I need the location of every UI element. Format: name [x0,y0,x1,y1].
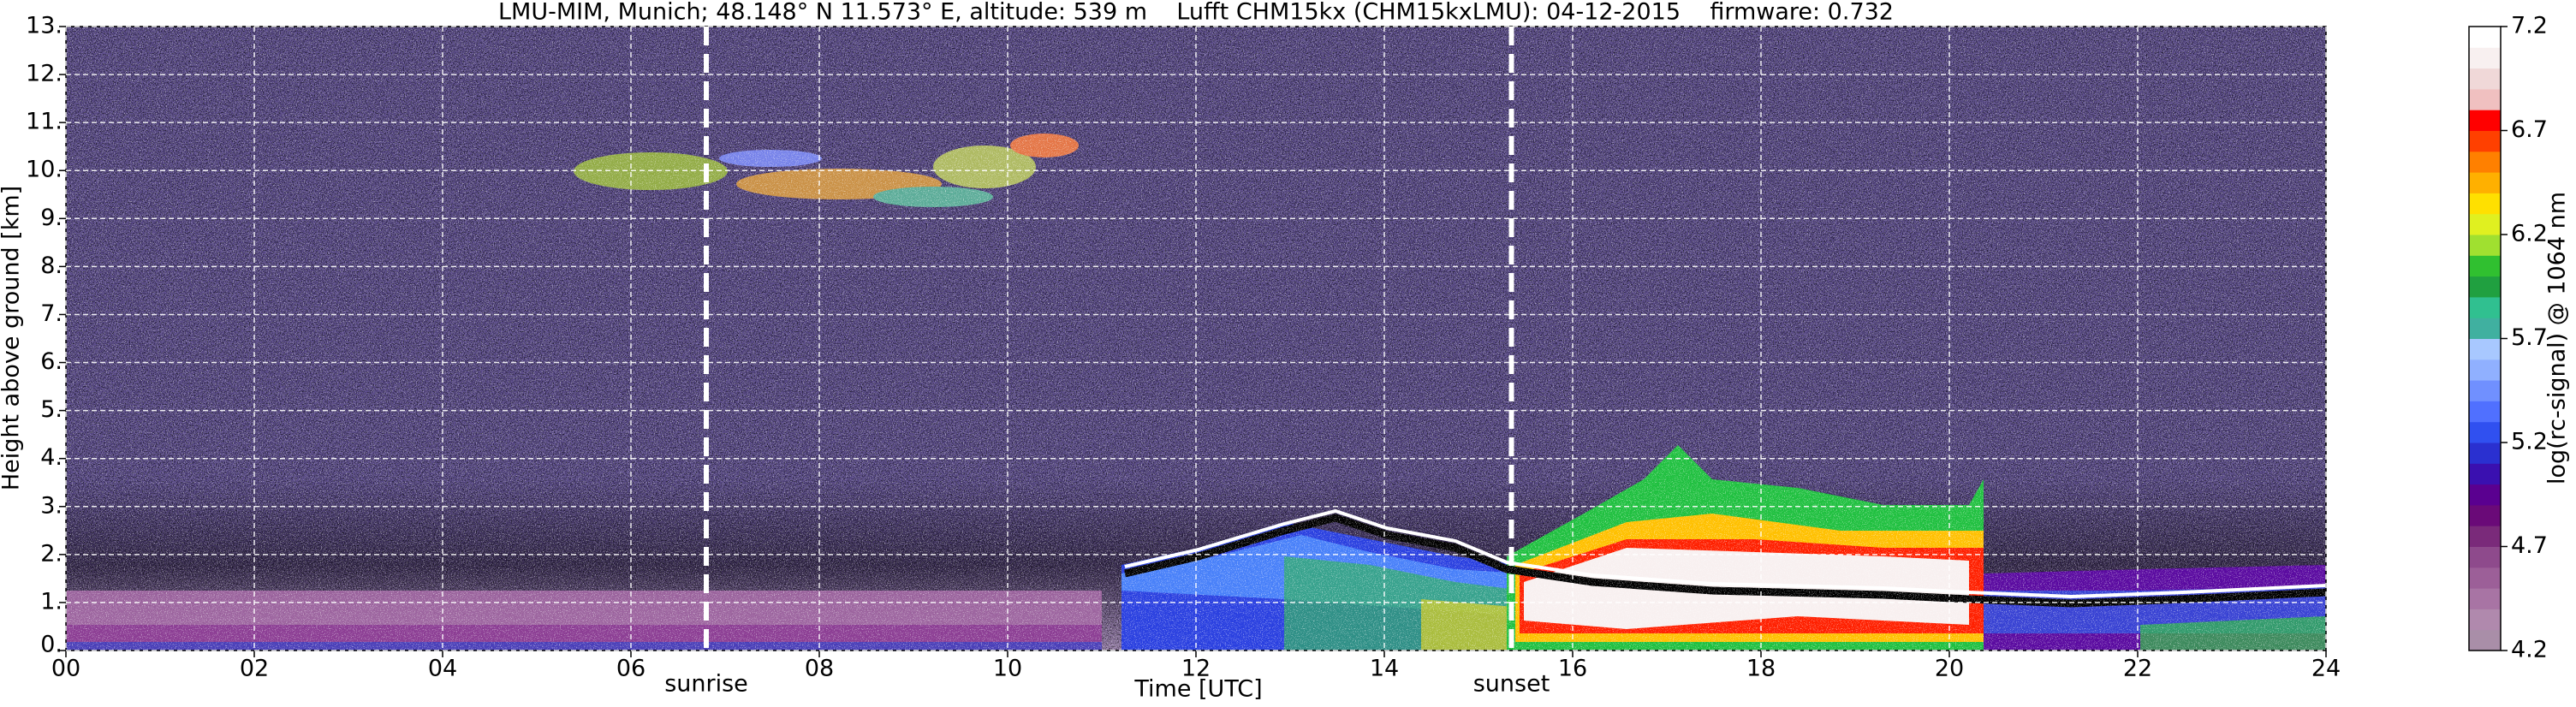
y-tick-label: 2. [40,540,62,567]
colorbar-band [2469,68,2501,90]
colorbar-band [2469,380,2501,401]
y-tick-label: 7. [40,300,62,327]
y-tick-label: 10. [26,157,62,183]
colorbar-tick-label: 6.7 [2511,116,2548,143]
y-tick-label: 3. [40,492,62,519]
colorbar-tick-label: 4.2 [2511,637,2548,663]
colorbar-band [2469,504,2501,526]
y-tick-label: 0. [40,632,62,658]
colorbar-band [2469,401,2501,423]
colorbar-band [2469,629,2501,651]
x-tick-label: 22 [2123,656,2152,682]
colorbar-band [2469,318,2501,339]
x-tick-label: 00 [51,656,80,682]
colorbar-tick-label: 5.7 [2511,324,2548,351]
colorbar-band [2469,296,2501,318]
y-tick-label: 1. [40,588,62,615]
x-tick-label: 08 [805,656,834,682]
colorbar-tick-label: 5.2 [2511,429,2548,455]
colorbar-tick-label: 4.7 [2511,532,2548,559]
x-tick-label: 06 [616,656,645,682]
colorbar-band [2469,110,2501,131]
x-tick-label: 02 [240,656,269,682]
y-tick-label: 8. [40,253,62,279]
colorbar-band [2469,276,2501,298]
colorbar-band [2469,151,2501,173]
x-tick-label: 24 [2311,656,2341,682]
y-tick-label: 6. [40,348,62,375]
colorbar-band [2469,213,2501,235]
colorbar-band [2469,359,2501,381]
x-tick-label: 16 [1558,656,1587,682]
x-axis-label: Time [UTC] [1133,676,1262,703]
x-tick-label: 12 [1181,656,1211,682]
colorbar-band [2469,235,2501,256]
colorbar-band [2469,421,2501,443]
colorbar-band [2469,130,2501,152]
colorbar-tick-label: 7.2 [2511,13,2548,39]
chart-title: LMU-MIM, Munich; 48.148° N 11.573° E, al… [498,0,1894,26]
colorbar-band [2469,546,2501,568]
y-tick-label: 4. [40,444,62,471]
colorbar-band [2469,484,2501,506]
x-tick-label: 10 [993,656,1022,682]
colorbar-tick-label: 6.2 [2511,221,2548,247]
colorbar-band [2469,255,2501,277]
colorbar-band [2469,193,2501,215]
colorbar-band [2469,88,2501,110]
x-tick-label: 14 [1370,656,1399,682]
colorbar-band [2469,338,2501,360]
colorbar-band [2469,443,2501,464]
colorbar-band [2469,172,2501,193]
y-tick-label: 13. [26,13,62,39]
y-tick-label: 11. [26,109,62,135]
x-tick-label: 20 [1935,656,1964,682]
x-tick-label: 18 [1746,656,1776,682]
colorbar-band [2469,27,2501,48]
colorbar-band [2469,609,2501,631]
colorbar-band [2469,567,2501,589]
annotation-label: sunset [1473,671,1550,698]
y-tick-label: 12. [26,61,62,87]
y-axis-label: Height above ground [km] [0,186,25,490]
y-tick-label: 9. [40,205,62,231]
colorbar-band [2469,47,2501,69]
colorbar-label: log(rc-signal) @ 1064 nm [2544,192,2571,484]
annotation-label: sunrise [664,671,748,698]
y-tick-label: 5. [40,396,62,423]
colorbar-band [2469,463,2501,485]
colorbar-band [2469,526,2501,547]
x-tick-label: 04 [428,656,457,682]
colorbar-band [2469,588,2501,609]
